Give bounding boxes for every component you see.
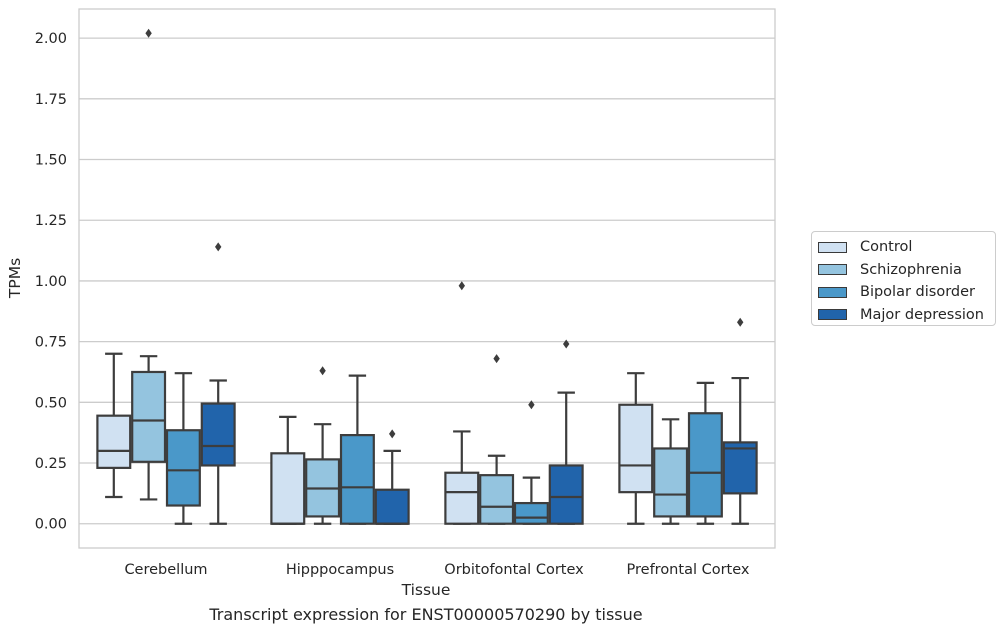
iqr-box (270, 452, 306, 525)
x-tick-label: Prefrontal Cortex (627, 562, 750, 578)
legend-label: Major depression (860, 306, 984, 323)
iqr-box (131, 370, 167, 463)
x-tick-label: Cerebellum (124, 562, 207, 578)
y-tick-label: 1.75 (35, 92, 67, 108)
y-tick-label: 1.00 (35, 274, 67, 290)
iqr-box (339, 434, 375, 525)
y-tick-label: 1.50 (35, 153, 67, 169)
iqr-box (687, 412, 723, 518)
outlier-point (458, 281, 465, 291)
box-3-0 (200, 242, 236, 525)
x-tick-label: Orbitofontal Cortex (444, 562, 584, 578)
plot-frame (78, 8, 776, 549)
box-1-0 (131, 28, 167, 501)
y-tick-label: 0.00 (35, 517, 67, 533)
outlier-point (493, 354, 500, 364)
legend: Control Schizophrenia Bipolar disorder Majo… (811, 231, 996, 326)
y-axis-label: TPMs (6, 258, 24, 299)
legend-item: Major depression (818, 304, 995, 327)
legend-item: Schizophrenia (818, 259, 995, 282)
box-3-3 (722, 317, 758, 525)
iqr-box (513, 501, 549, 525)
x-tick-labels: Cerebellum Hipppocampus Orbitofontal Corte… (124, 562, 749, 578)
legend-label: Schizophrenia (860, 261, 962, 278)
outlier-point (563, 339, 570, 349)
iqr-box (618, 403, 654, 494)
iqr-box (96, 414, 132, 469)
y-tick-label: 0.75 (35, 335, 67, 351)
outlier-point (737, 317, 744, 327)
iqr-box (653, 447, 689, 518)
box-1-3 (653, 418, 689, 525)
box-2-1 (339, 374, 375, 525)
iqr-box (444, 471, 480, 525)
y-tick-labels: 0.00 0.25 0.50 0.75 1.00 1.25 1.50 1.75 2.00 (35, 31, 67, 533)
x-axis-label: Tissue (401, 581, 451, 599)
legend-swatch (818, 286, 847, 298)
outlier-point (319, 366, 326, 376)
x-tick-label: Hipppocampus (286, 562, 394, 578)
outlier-point (145, 28, 152, 38)
box-2-2 (513, 400, 549, 525)
iqr-box (200, 402, 236, 467)
box-0-1 (270, 415, 306, 525)
box-3-2 (548, 339, 584, 525)
y-tick-label: 0.50 (35, 395, 67, 411)
box-0-0 (96, 352, 132, 499)
y-tick-label: 1.25 (35, 213, 67, 229)
legend-swatch (818, 309, 847, 321)
outlier-point (528, 400, 535, 410)
box-2-0 (165, 372, 201, 525)
iqr-box (548, 464, 584, 525)
box-groups (96, 28, 758, 525)
outlier-point (215, 242, 222, 252)
box-1-2 (479, 354, 515, 525)
legend-label: Control (860, 239, 913, 256)
legend-item: Control (818, 236, 995, 259)
iqr-box (165, 429, 201, 507)
figure-caption: Transcript expression for ENST0000057029… (209, 605, 643, 624)
y-tick-label: 0.25 (35, 456, 67, 472)
box-1-1 (305, 366, 341, 525)
box-0-2 (444, 281, 480, 525)
legend-swatch (818, 241, 847, 253)
iqr-box (722, 441, 758, 495)
y-tick-label: 2.00 (35, 31, 67, 47)
iqr-box (374, 488, 410, 525)
legend-item: Bipolar disorder (818, 281, 995, 304)
box-2-3 (687, 381, 723, 525)
legend-swatch (818, 264, 847, 276)
box-3-1 (374, 429, 410, 525)
iqr-box (479, 474, 515, 525)
legend-label: Bipolar disorder (860, 284, 975, 301)
box-0-3 (618, 372, 654, 525)
outlier-point (389, 429, 396, 439)
